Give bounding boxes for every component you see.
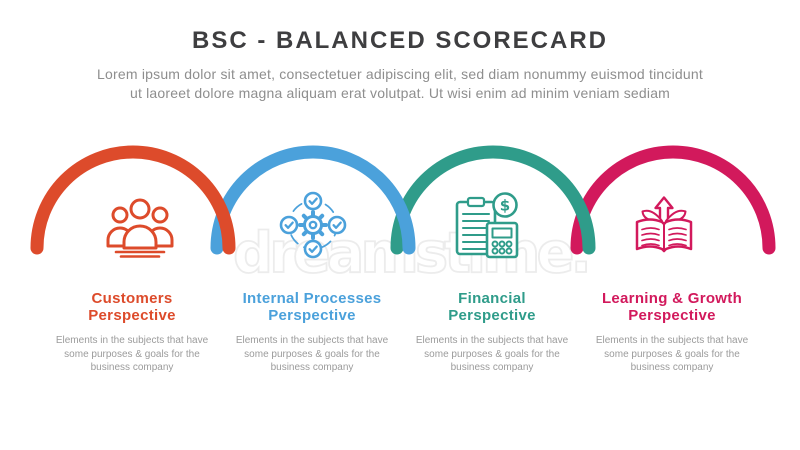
section-title-line-2: Perspective [448, 306, 536, 324]
section-title: Internal Processes Perspective [222, 290, 402, 324]
process-gear-checks-icon [279, 191, 347, 259]
section-title: Learning & Growth Perspective [582, 290, 762, 324]
section-title: Financial Perspective [402, 290, 582, 324]
section-column-financial: Financial Perspective Elements in the su… [402, 290, 582, 375]
section-description: Elements in the subjects that have some … [55, 335, 209, 373]
arc-financial [390, 145, 596, 255]
svg-text:$: $ [500, 197, 510, 215]
arc-internal-processes [210, 145, 416, 255]
subtitle-line-2: ut laoreet dolore magna aliquam erat vol… [129, 85, 671, 101]
section-title: Customers Perspective [42, 290, 222, 324]
page-title: BSC - BALANCED SCORECARD [191, 27, 608, 54]
section-column-customers: Customers Perspective Elements in the su… [42, 290, 222, 375]
section-description: Elements in the subjects that have some … [595, 335, 749, 373]
section-column-learning-growth: Learning & Growth Perspective Elements i… [582, 290, 762, 375]
section-title-line-1: Customers [91, 290, 173, 307]
subtitle-line-1: Lorem ipsum dolor sit amet, consectetuer… [97, 66, 703, 82]
section-description: Elements in the subjects that have some … [235, 335, 389, 373]
section-title-line-2: Perspective [268, 306, 356, 324]
arc-customers [30, 145, 236, 255]
section-title-line-1: Internal Processes [242, 290, 382, 307]
section-title-line-2: Perspective [628, 306, 716, 324]
financial-clipboard-calculator-icon: $ [455, 192, 519, 259]
arc-band [30, 145, 776, 255]
section-title-line-1: Learning & Growth [601, 290, 743, 307]
section-title-line-1: Financial [458, 290, 526, 307]
page-subtitle: Lorem ipsum dolor sit amet, consectetuer… [0, 65, 800, 103]
arc-learning-growth [570, 145, 776, 255]
section-column-internal-processes: Internal Processes Perspective Elements … [222, 290, 402, 375]
growth-book-arrow-icon [635, 196, 693, 253]
customers-group-icon [106, 198, 174, 258]
section-description: Elements in the subjects that have some … [415, 335, 569, 373]
section-title-line-2: Perspective [88, 306, 176, 324]
